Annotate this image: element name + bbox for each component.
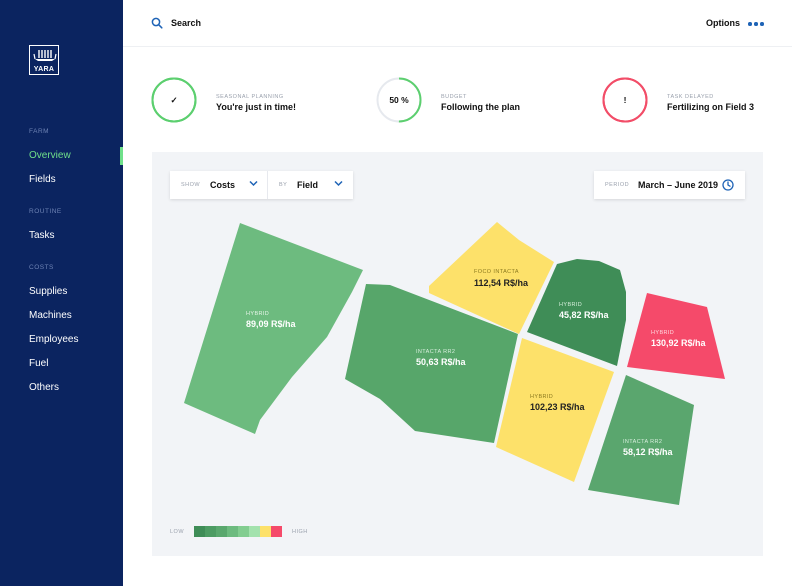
field-1[interactable]: HYBRID 89,09 R$/ha xyxy=(184,223,363,434)
status-ring xyxy=(602,77,648,123)
yara-logo[interactable]: YARA xyxy=(29,45,59,75)
top-bar: Search Options xyxy=(123,0,792,47)
clock-icon[interactable] xyxy=(722,179,734,191)
field-6-crop: HYBRID xyxy=(530,394,553,400)
status-kicker: BUDGET xyxy=(441,94,467,100)
field-4-value: 130,92 R$/ha xyxy=(651,338,707,348)
field-5-value: 50,63 R$/ha xyxy=(416,357,467,367)
field-map: HYBRID 89,09 R$/ha FOCO INTACTA 112,54 R… xyxy=(184,222,725,505)
field-6-value: 102,23 R$/ha xyxy=(530,402,586,412)
legend-high-label: HIGH xyxy=(292,529,308,535)
search-input[interactable]: Search xyxy=(171,18,202,28)
by-label: BY xyxy=(279,182,288,188)
nav-item-machines[interactable]: Machines xyxy=(29,310,72,321)
filter-bar: SHOW Costs BY Field xyxy=(170,171,353,199)
legend-swatch xyxy=(238,526,249,537)
field-1-crop: HYBRID xyxy=(246,311,269,317)
viking-ship-icon xyxy=(33,50,57,61)
status-budget: 50 % BUDGET Following the plan xyxy=(376,77,576,125)
chevron-down-icon[interactable] xyxy=(334,180,343,187)
nav-item-fields[interactable]: Fields xyxy=(29,174,56,185)
sidebar: YARA FARM Overview Fields ROUTINE Tasks … xyxy=(0,0,123,586)
search-icon[interactable] xyxy=(151,17,163,29)
filter-divider xyxy=(267,171,268,199)
status-title: Fertilizing on Field 3 xyxy=(667,102,755,112)
field-3-crop: HYBRID xyxy=(559,302,582,308)
field-7-crop: INTACTA RR2 xyxy=(623,439,662,445)
more-dots-icon[interactable] xyxy=(748,22,764,26)
show-label: SHOW xyxy=(181,182,201,188)
show-select[interactable]: Costs xyxy=(210,180,236,190)
nav-group-routine: ROUTINE xyxy=(29,208,62,215)
nav-item-tasks[interactable]: Tasks xyxy=(29,230,55,241)
nav-group-farm: FARM xyxy=(29,128,50,135)
field-2[interactable]: FOCO INTACTA 112,54 R$/ha xyxy=(429,222,554,334)
period-label: PERIOD xyxy=(605,182,630,188)
period-value[interactable]: March – June 2019 xyxy=(638,180,719,190)
field-3-value: 45,82 R$/ha xyxy=(559,310,610,320)
check-icon: ✓ xyxy=(170,94,178,105)
active-nav-indicator xyxy=(120,147,123,165)
status-seasonal-planning: ✓ SEASONAL PLANNING You're just in time! xyxy=(151,77,351,125)
nav-item-employees[interactable]: Employees xyxy=(29,334,79,345)
period-selector[interactable]: PERIOD March – June 2019 xyxy=(594,171,745,199)
status-task-delayed: ! TASK DELAYED Fertilizing on Field 3 xyxy=(602,77,787,125)
field-5-crop: INTACTA RR2 xyxy=(416,349,455,355)
status-title: You're just in time! xyxy=(216,102,296,112)
nav-item-overview[interactable]: Overview xyxy=(29,150,71,161)
status-kicker: TASK DELAYED xyxy=(667,94,714,100)
chevron-down-icon[interactable] xyxy=(249,180,258,187)
status-title: Following the plan xyxy=(441,102,520,112)
legend-swatch xyxy=(227,526,238,537)
budget-progress-ring xyxy=(376,77,422,123)
field-2-value: 112,54 R$/ha xyxy=(474,278,529,288)
legend-swatch xyxy=(271,526,282,537)
status-kicker: SEASONAL PLANNING xyxy=(216,94,284,100)
nav-item-supplies[interactable]: Supplies xyxy=(29,286,68,297)
nav-item-fuel[interactable]: Fuel xyxy=(29,358,49,369)
field-4[interactable]: HYBRID 130,92 R$/ha xyxy=(627,293,725,379)
status-ring xyxy=(151,77,197,123)
exclamation-icon: ! xyxy=(623,95,627,105)
field-7[interactable]: INTACTA RR2 58,12 R$/ha xyxy=(588,375,694,505)
legend-swatch xyxy=(194,526,205,537)
field-map-panel: HYBRID 89,09 R$/ha FOCO INTACTA 112,54 R… xyxy=(152,152,763,556)
by-select[interactable]: Field xyxy=(297,180,319,190)
field-4-crop: HYBRID xyxy=(651,330,674,336)
field-2-crop: FOCO INTACTA xyxy=(474,269,519,275)
field-7-value: 58,12 R$/ha xyxy=(623,447,674,457)
field-3[interactable]: HYBRID 45,82 R$/ha xyxy=(527,259,626,366)
field-5[interactable]: INTACTA RR2 50,63 R$/ha xyxy=(345,284,518,443)
legend-swatch xyxy=(216,526,227,537)
budget-percent: 50 % xyxy=(389,95,409,105)
options-button[interactable]: Options xyxy=(706,18,740,28)
logo-text: YARA xyxy=(33,66,55,73)
field-1-value: 89,09 R$/ha xyxy=(246,319,297,329)
legend-low-label: LOW xyxy=(170,529,185,535)
legend-swatch xyxy=(249,526,260,537)
legend-swatch xyxy=(260,526,271,537)
nav-item-others[interactable]: Others xyxy=(29,382,60,393)
field-6[interactable]: HYBRID 102,23 R$/ha xyxy=(496,338,614,482)
legend-swatch xyxy=(205,526,216,537)
nav-group-costs: COSTS xyxy=(29,264,54,271)
